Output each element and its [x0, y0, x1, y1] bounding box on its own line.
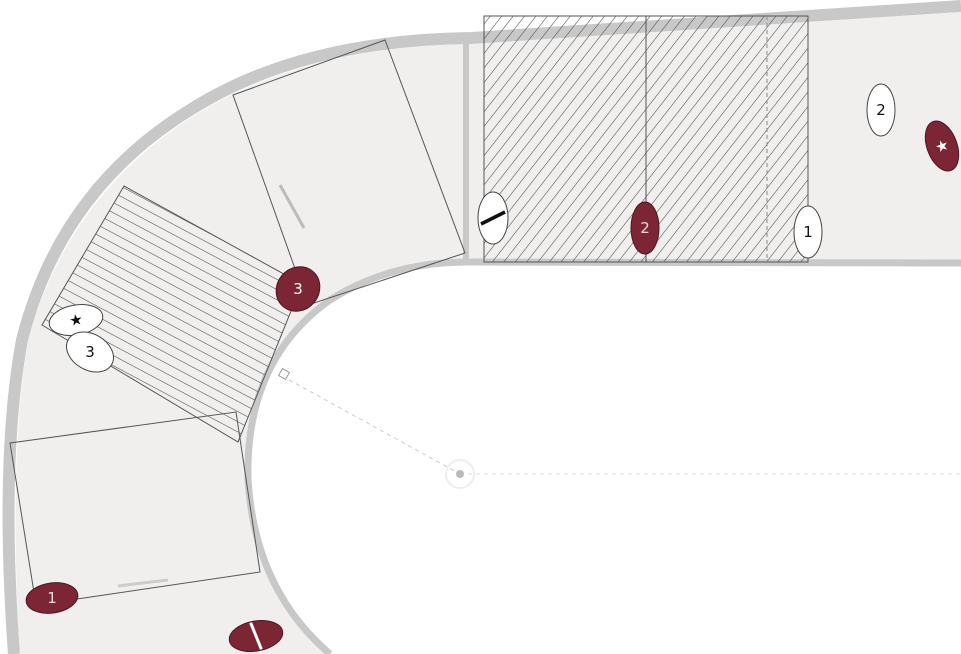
center-guide-marker: [277, 367, 291, 381]
blocker-away-3-label: 3: [85, 343, 95, 361]
blocker-home-2-token[interactable]: 2: [630, 201, 660, 255]
inner-boundary: [244, 258, 961, 654]
zone-turn-lower: [9, 411, 261, 606]
jammer-home-token[interactable]: ★: [919, 116, 961, 175]
blocker-away-1-label: 1: [803, 223, 813, 241]
jammer-away-label: ★: [68, 310, 84, 330]
jammer-home-label: ★: [933, 135, 952, 157]
blocker-home-1-token[interactable]: 1: [24, 580, 80, 617]
team-home-tokens: ★ 2 3 1: [24, 116, 961, 654]
blocker-away-1-token[interactable]: 1: [793, 205, 823, 259]
center-point: [445, 459, 475, 489]
blocker-home-3-label: 3: [293, 280, 303, 298]
team-away-tokens: 2 1 ★ 3: [47, 83, 896, 380]
center-point-dot: [456, 470, 464, 478]
zone-turn-upper: [232, 39, 466, 306]
pivot-away-stripe: [480, 210, 506, 226]
jammer-away-token[interactable]: ★: [47, 301, 105, 340]
blocker-away-3-token[interactable]: 3: [59, 324, 120, 380]
zone-turn-lower-mark: [117, 578, 169, 588]
center-guide-radial: [281, 375, 461, 475]
zone-turn-hatched: [41, 185, 303, 443]
pivot-home-stripe: [249, 622, 263, 650]
blocker-home-1-label: 1: [47, 589, 57, 607]
blocker-home-2-label: 2: [640, 219, 650, 237]
pivot-away-token[interactable]: [477, 191, 509, 245]
blocker-away-2-token[interactable]: 2: [866, 83, 896, 137]
pivot-home-token[interactable]: [227, 617, 285, 654]
zone-turn-upper-mark: [278, 184, 306, 229]
blocker-away-2-label: 2: [876, 101, 886, 119]
blocker-home-3-token[interactable]: 3: [267, 258, 329, 320]
